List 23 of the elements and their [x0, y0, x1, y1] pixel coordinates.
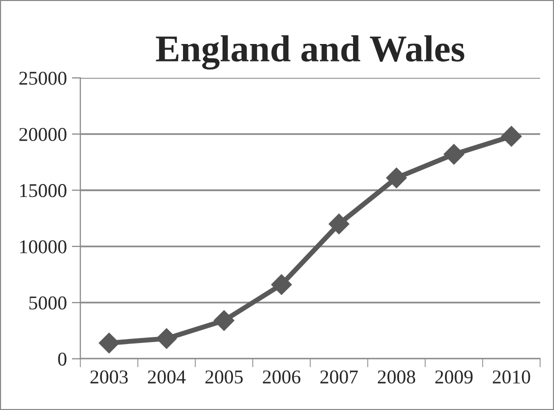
x-tick-label: 2008	[378, 370, 416, 384]
point	[156, 328, 177, 349]
point	[501, 126, 522, 147]
chart-title: England and Wales	[156, 35, 464, 70]
y-tick-label: 5000	[29, 296, 66, 310]
x-tick-label: 2009	[435, 370, 473, 384]
x-tick-label: 2007	[320, 370, 358, 384]
point	[386, 168, 407, 188]
x-tick-label: 2004	[148, 370, 186, 384]
y-tick-label: 25000	[19, 72, 66, 85]
x-tick-label: 2005	[205, 370, 243, 384]
point	[271, 274, 292, 295]
point	[444, 144, 464, 165]
point	[98, 332, 120, 354]
y-tick-label: 0	[58, 352, 66, 366]
x-tick-label: 2006	[262, 370, 300, 384]
y-tick-label: 15000	[20, 184, 66, 198]
x-tick-label: 2003	[90, 370, 128, 384]
y-tick-label: 20000	[19, 128, 66, 142]
y-tick-label: 10000	[20, 240, 66, 254]
point	[328, 214, 350, 234]
x-tick-label: 2010	[492, 370, 530, 384]
point	[214, 310, 234, 331]
